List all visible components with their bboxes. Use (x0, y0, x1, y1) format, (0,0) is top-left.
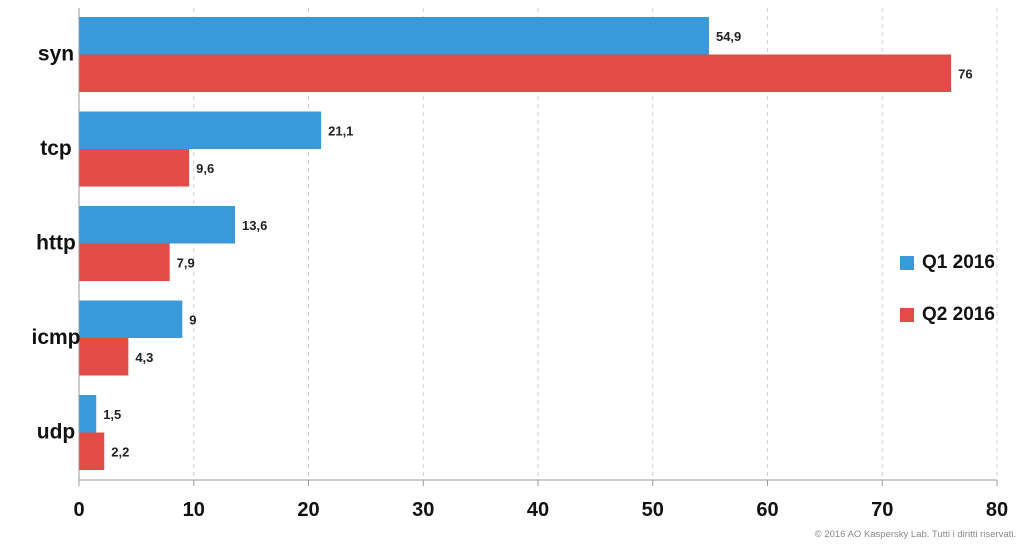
x-tick-label: 50 (642, 499, 664, 521)
gridlines (193, 8, 998, 480)
bars (79, 17, 952, 470)
x-tick-label: 80 (986, 499, 1008, 521)
category-label: icmp (31, 326, 80, 349)
bar (79, 111, 322, 149)
category-label: http (36, 232, 76, 255)
bar (79, 300, 183, 338)
data-label: 1,5 (103, 407, 121, 422)
data-label: 7,9 (177, 255, 195, 270)
data-label: 54,9 (716, 29, 741, 44)
data-label: 4,3 (135, 350, 153, 365)
category-label: udp (37, 421, 75, 444)
bar (79, 206, 236, 244)
bar (79, 149, 190, 187)
axes (78, 8, 998, 486)
category-label: syn (38, 43, 74, 66)
legend: Q1 2016 Q2 2016 (900, 250, 995, 354)
bar (79, 243, 170, 281)
data-label: 2,2 (111, 444, 129, 459)
x-tick-label: 20 (297, 499, 319, 521)
legend-item-q2: Q2 2016 (900, 302, 995, 328)
bar (79, 17, 709, 55)
bar (79, 54, 952, 92)
data-label: 21,1 (328, 123, 353, 138)
x-tick-label: 0 (73, 499, 84, 521)
x-tick-label: 10 (183, 499, 205, 521)
labels: 0 10 20 30 40 50 60 70 80 syn 54,9 76 tcp 21,1 9,6 http… (31, 29, 1008, 521)
legend-label-q1: Q1 2016 (922, 252, 995, 273)
x-tick-label: 60 (756, 499, 778, 521)
data-label: 9,6 (196, 161, 214, 176)
legend-swatch-q2 (900, 308, 914, 322)
legend-swatch-q1 (900, 256, 914, 270)
x-tick-label: 40 (527, 499, 549, 521)
bar (79, 432, 105, 470)
data-label: 76 (958, 66, 972, 81)
legend-item-q1: Q1 2016 (900, 250, 995, 276)
copyright-notice: © 2016 AO Kaspersky Lab. Tutti i diritti… (814, 529, 1016, 540)
legend-label-q2: Q2 2016 (922, 304, 995, 325)
category-label: tcp (40, 137, 72, 160)
bar (79, 395, 97, 433)
x-tick-label: 30 (412, 499, 434, 521)
bar (79, 338, 129, 376)
data-label: 9 (189, 312, 196, 327)
data-label: 13,6 (242, 218, 267, 233)
x-tick-label: 70 (871, 499, 893, 521)
